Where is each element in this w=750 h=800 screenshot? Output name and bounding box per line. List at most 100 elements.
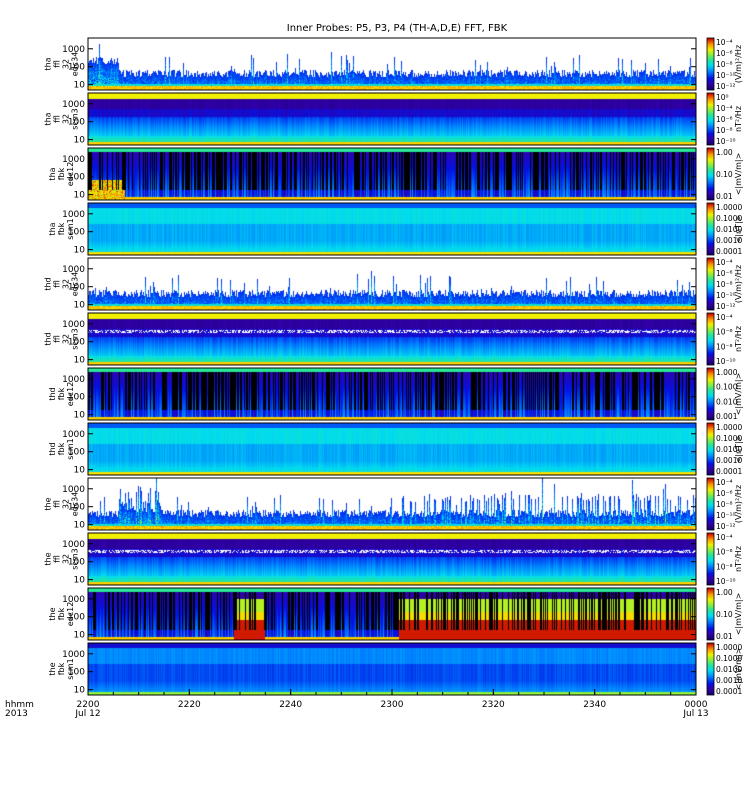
y-axis-label: the (44, 552, 53, 565)
colorbar-unit-label: nT²/Hz (734, 326, 743, 352)
y-axis-label: edc34 (71, 492, 80, 517)
colorbar-tick-label: 10⁻¹² (716, 302, 736, 311)
colorbar-tick-label: 10⁻⁴ (716, 533, 733, 542)
y-axis-label: 32 (62, 554, 71, 564)
y-axis-label: tha (44, 112, 53, 125)
y-tick-label: 1000 (62, 430, 85, 440)
y-tick-label: 1000 (62, 210, 85, 220)
colorbar-frame (706, 367, 715, 421)
colorbar-unit-label: (V/m)²/Hz (734, 265, 743, 303)
colorbar-unit-label: <|nT|> (734, 215, 743, 244)
colorbar-tick-label: 10⁻⁸ (716, 500, 733, 509)
y-axis-label: thd (48, 387, 57, 400)
colorbar-tick-label: 0.01 (716, 632, 733, 641)
y-tick-label: 1000 (62, 540, 85, 550)
y-axis-label: edc12 (66, 382, 75, 407)
colorbar-tick-label: 10⁻¹⁰ (716, 357, 736, 366)
colorbar (707, 478, 714, 530)
spectrogram (88, 148, 696, 200)
y-axis-label: thd (44, 332, 53, 345)
y-tick-label: 100 (68, 338, 85, 348)
y-tick-label: 10 (74, 301, 86, 311)
colorbar (707, 38, 714, 90)
panel-frame (87, 532, 697, 586)
spectrogram (88, 478, 696, 530)
colorbar-tick-label: 0.100 (716, 383, 738, 392)
colorbar-unit-label: (V/m)²/Hz (734, 485, 743, 523)
x-axis-year-label: 2013 (5, 709, 28, 719)
panel-the-fbk-edc-the: 1000 100 10 the fbk edc12 1.00 0.10 0.01<|mV/m|> (48, 587, 743, 641)
y-tick-label: 10 (74, 631, 86, 641)
y-axis-label: fbk (57, 167, 66, 180)
colorbar-tick-label: 10⁻⁸ (716, 342, 733, 351)
colorbar-tick-label: 0.01 (716, 192, 733, 201)
y-tick-label: 100 (68, 63, 85, 73)
x-tick-label: 2200 (77, 700, 100, 710)
y-tick-label: 1000 (62, 595, 85, 605)
colorbar (707, 148, 714, 200)
colorbar-tick-label: 1.000 (716, 368, 738, 377)
y-axis-label: the (48, 607, 57, 620)
y-axis-label: 32 (62, 114, 71, 124)
panel-thd-ffl-edc: 1000 100 10 thd ffl 32 edc34 10⁻⁴ 10⁻⁶ 10⁻⁸ 10⁻¹⁰ 1… (44, 257, 743, 311)
y-axis-label: 32 (62, 279, 71, 289)
colorbar-tick-label: 10⁻⁶ (716, 49, 733, 58)
y-tick-label: 1000 (62, 100, 85, 110)
colorbar-tick-label: 0.0100 (716, 225, 742, 234)
y-axis-label: edc34 (71, 52, 80, 77)
colorbar-tick-label: 10⁻⁴ (716, 258, 733, 267)
colorbar-tick-label: 10⁻¹⁰ (716, 511, 736, 520)
panel-frame (87, 367, 697, 421)
colorbar (707, 93, 714, 145)
panels: 1000 100 10 tha ffl 32 edc34 10⁻⁴ 10⁻⁶ 10⁻⁸ 10⁻¹⁰ 1… (44, 37, 743, 696)
y-axis-label: fbk (57, 607, 66, 620)
x-tick-label: 2220 (178, 700, 201, 710)
colorbar-tick-label: 1.00 (716, 148, 733, 157)
colorbar-tick-label: 0.10 (716, 610, 733, 619)
y-axis-label: ffl (53, 60, 62, 68)
y-tick-label: 10 (74, 246, 86, 256)
panel-thd-ffl-scm: 1000 100 10 thd ffl 32 scm3 10⁻⁴ 10⁻⁶ 10⁻⁸ 10⁻¹⁰ nT… (44, 312, 743, 366)
y-tick-label: 100 (68, 668, 85, 678)
y-axis-label: scm3 (71, 108, 80, 129)
y-tick-label: 1000 (62, 265, 85, 275)
spectrogram (88, 423, 696, 475)
panel-tha-fbk-edc: 1000 100 10 tha fbk edc12 1.00 0.10 0.01<|mV/m|> (48, 147, 743, 201)
y-tick-label: 10 (74, 136, 86, 146)
panel-the-ffl-edc: 1000 100 10 the ffl 32 edc34 10⁻⁴ 10⁻⁶ 10⁻⁸ 10⁻¹⁰ 1… (44, 477, 743, 531)
x-date-label: Jul 12 (74, 709, 100, 719)
colorbar-frame (706, 587, 715, 641)
colorbar-tick-label: 0.1000 (716, 214, 742, 223)
y-axis-label: the (48, 662, 57, 675)
colorbar-tick-label: 10⁻⁸ (716, 126, 733, 135)
x-tick-label: 2240 (279, 700, 302, 710)
colorbar-tick-label: 1.00 (716, 588, 733, 597)
y-tick-label: 100 (68, 283, 85, 293)
colorbar-frame (706, 312, 715, 366)
y-axis-label: fbk (57, 442, 66, 455)
colorbar-tick-label: 10⁻⁴ (716, 313, 733, 322)
colorbar-tick-label: 10⁻⁶ (716, 489, 733, 498)
colorbar-tick-label: 0.001 (716, 412, 738, 421)
x-tick-label: 2340 (583, 700, 606, 710)
y-tick-label: 100 (68, 558, 85, 568)
colorbar-tick-label: 10⁻⁸ (716, 60, 733, 69)
y-axis-label: scm3 (71, 548, 80, 569)
colorbar-tick-label: 10⁻¹⁰ (716, 71, 736, 80)
colorbar-frame (706, 477, 715, 531)
panel-tha-ffl-scm: 1000 100 10 tha ffl 32 scm3 10⁰ 10⁻⁴ 10⁻⁶ 10⁻⁸ 10⁻¹… (44, 92, 743, 146)
panel-frame (87, 202, 697, 256)
y-axis-label: 32 (62, 334, 71, 344)
colorbar (707, 258, 714, 310)
y-tick-label: 10 (74, 576, 86, 586)
colorbar-tick-label: 10⁻⁶ (716, 328, 733, 337)
colorbar-tick-label: 10⁻⁶ (716, 115, 733, 124)
panel-tha-ffl-edc: 1000 100 10 tha ffl 32 edc34 10⁻⁴ 10⁻⁶ 10⁻⁸ 10⁻¹⁰ 1… (44, 37, 743, 91)
chart-title: Inner Probes: P5, P3, P4 (TH-A,D,E) FFT,… (287, 23, 508, 34)
y-axis-label: edc12 (66, 602, 75, 627)
colorbar (707, 423, 714, 475)
colorbar-tick-label: 1.0000 (716, 203, 742, 212)
colorbar-unit-label: nT²/Hz (734, 546, 743, 572)
